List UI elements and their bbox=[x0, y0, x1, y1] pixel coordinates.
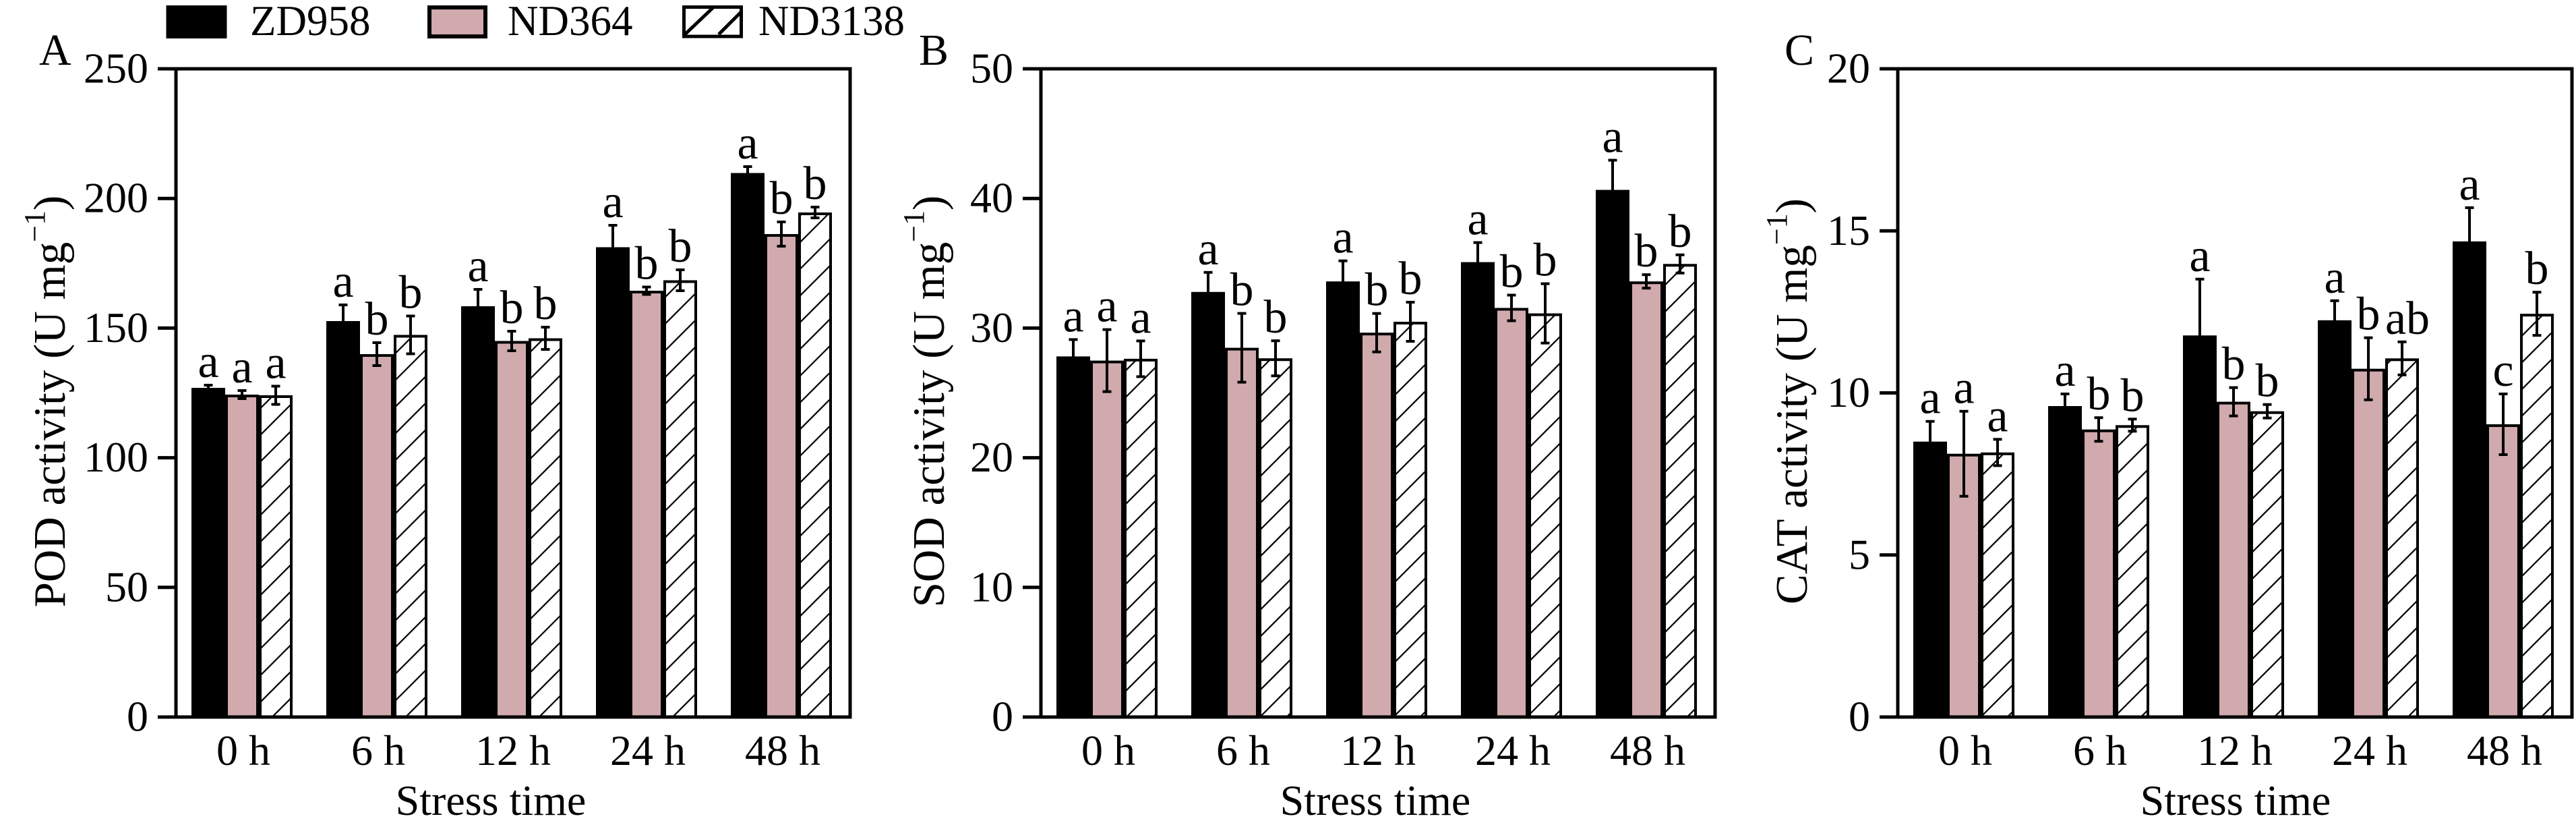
svg-text:ab: ab bbox=[2385, 293, 2430, 345]
svg-text:b: b bbox=[1534, 235, 1557, 287]
svg-text:20: 20 bbox=[1827, 45, 1870, 92]
svg-text:ND3138: ND3138 bbox=[758, 0, 905, 45]
svg-text:0 h: 0 h bbox=[1938, 726, 1992, 774]
svg-text:b: b bbox=[399, 267, 423, 319]
svg-text:b: b bbox=[2087, 368, 2111, 420]
svg-text:a: a bbox=[1096, 281, 1117, 333]
svg-text:48 h: 48 h bbox=[2467, 726, 2542, 774]
svg-text:b: b bbox=[500, 282, 524, 334]
svg-text:24 h: 24 h bbox=[610, 726, 686, 774]
svg-text:30: 30 bbox=[970, 304, 1013, 351]
svg-text:15: 15 bbox=[1827, 206, 1870, 254]
svg-text:b: b bbox=[770, 173, 793, 225]
svg-text:CAT activity (U mg−1): CAT activity (U mg−1) bbox=[1760, 198, 1817, 604]
svg-text:b: b bbox=[1399, 253, 1422, 305]
svg-text:a: a bbox=[2459, 159, 2480, 210]
svg-text:a: a bbox=[1602, 111, 1623, 163]
svg-text:24 h: 24 h bbox=[1475, 726, 1551, 774]
svg-text:Stress time: Stress time bbox=[2140, 776, 2331, 824]
svg-text:0 h: 0 h bbox=[216, 726, 270, 774]
svg-text:ND364: ND364 bbox=[508, 0, 633, 45]
svg-text:SOD activity (U mg−1): SOD activity (U mg−1) bbox=[897, 196, 954, 608]
svg-text:a: a bbox=[231, 341, 252, 393]
svg-text:b: b bbox=[2121, 370, 2145, 422]
svg-text:12 h: 12 h bbox=[475, 726, 551, 774]
svg-text:150: 150 bbox=[84, 304, 148, 351]
svg-text:a: a bbox=[2054, 345, 2075, 397]
svg-text:a: a bbox=[1197, 223, 1218, 275]
svg-text:b: b bbox=[1635, 225, 1658, 277]
svg-text:48 h: 48 h bbox=[1610, 726, 1685, 774]
svg-text:12 h: 12 h bbox=[1340, 726, 1416, 774]
svg-text:b: b bbox=[2222, 339, 2246, 391]
svg-text:a: a bbox=[1332, 212, 1353, 264]
svg-text:0 h: 0 h bbox=[1081, 726, 1135, 774]
svg-text:0: 0 bbox=[127, 693, 148, 741]
svg-text:b: b bbox=[635, 238, 659, 290]
svg-text:b: b bbox=[534, 278, 558, 330]
svg-text:a: a bbox=[1130, 291, 1151, 343]
svg-text:Stress time: Stress time bbox=[1280, 776, 1471, 824]
svg-text:a: a bbox=[1919, 372, 1940, 424]
svg-text:b: b bbox=[2525, 243, 2549, 295]
svg-text:20: 20 bbox=[970, 433, 1013, 481]
svg-text:a: a bbox=[1953, 362, 1974, 414]
svg-text:50: 50 bbox=[970, 45, 1013, 92]
svg-text:b: b bbox=[365, 293, 389, 345]
svg-text:a: a bbox=[265, 337, 286, 389]
svg-text:b: b bbox=[2357, 289, 2380, 341]
svg-text:100: 100 bbox=[84, 433, 148, 481]
svg-text:ZD958: ZD958 bbox=[250, 0, 370, 45]
svg-text:10: 10 bbox=[1827, 368, 1870, 416]
svg-text:6 h: 6 h bbox=[1216, 726, 1270, 774]
svg-text:0: 0 bbox=[992, 693, 1013, 741]
svg-text:12 h: 12 h bbox=[2197, 726, 2273, 774]
svg-text:a: a bbox=[1987, 390, 2008, 442]
svg-text:0: 0 bbox=[1849, 693, 1870, 741]
svg-text:24 h: 24 h bbox=[2332, 726, 2407, 774]
svg-text:b: b bbox=[1365, 264, 1389, 316]
svg-text:b: b bbox=[1669, 206, 1692, 258]
svg-text:a: a bbox=[2324, 252, 2345, 304]
svg-text:6 h: 6 h bbox=[2073, 726, 2127, 774]
svg-text:a: a bbox=[2189, 230, 2210, 282]
svg-text:48 h: 48 h bbox=[745, 726, 820, 774]
svg-text:a: a bbox=[198, 336, 218, 388]
svg-text:B: B bbox=[919, 26, 949, 75]
svg-text:c: c bbox=[2492, 345, 2513, 397]
svg-text:b: b bbox=[1500, 246, 1524, 298]
svg-text:Stress time: Stress time bbox=[396, 776, 587, 824]
svg-text:b: b bbox=[1264, 291, 1288, 343]
svg-text:10: 10 bbox=[970, 563, 1013, 610]
svg-text:5: 5 bbox=[1849, 530, 1870, 578]
svg-text:a: a bbox=[467, 240, 488, 292]
svg-text:a: a bbox=[737, 117, 758, 169]
svg-text:50: 50 bbox=[105, 563, 148, 610]
svg-text:200: 200 bbox=[84, 174, 148, 222]
svg-text:250: 250 bbox=[84, 45, 148, 92]
svg-text:40: 40 bbox=[970, 174, 1013, 222]
svg-text:a: a bbox=[1062, 290, 1083, 342]
svg-text:a: a bbox=[332, 256, 353, 308]
svg-text:C: C bbox=[1785, 26, 1814, 75]
svg-text:b: b bbox=[2256, 355, 2279, 407]
svg-text:A: A bbox=[39, 26, 71, 75]
svg-text:6 h: 6 h bbox=[351, 726, 405, 774]
svg-text:b: b bbox=[804, 158, 827, 210]
svg-text:b: b bbox=[669, 221, 692, 273]
svg-text:POD activity (U mg−1): POD activity (U mg−1) bbox=[18, 196, 75, 608]
svg-text:a: a bbox=[1467, 194, 1488, 246]
svg-text:a: a bbox=[602, 176, 623, 228]
svg-text:b: b bbox=[1230, 264, 1254, 316]
